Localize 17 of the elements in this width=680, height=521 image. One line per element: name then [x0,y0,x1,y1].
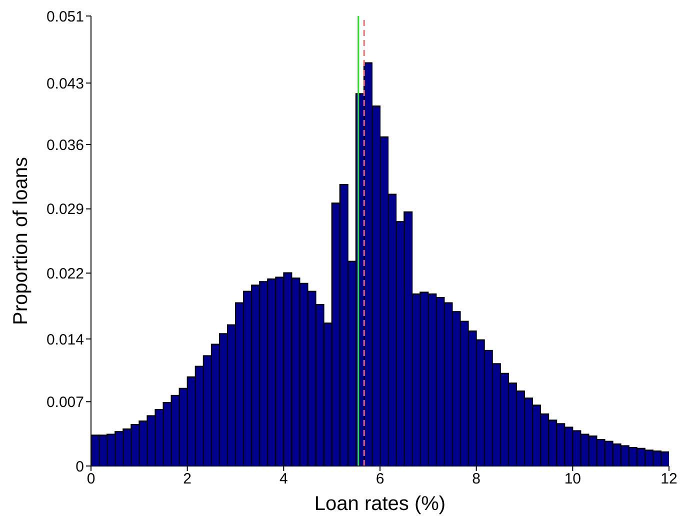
y-tick-label: 0.043 [46,75,84,92]
x-tick-label: 10 [564,470,582,488]
y-tick-label: 0.007 [46,394,84,411]
x-tick-label: 2 [183,470,192,488]
y-tick-label: 0.014 [46,331,84,348]
y-tick-label: 0.051 [46,8,84,26]
x-tick-label: 12 [660,470,678,488]
x-tick-label: 4 [279,470,288,488]
y-tick-label: 0.029 [46,201,84,218]
x-tick-label: 0 [86,470,96,488]
y-tick-label: 0.022 [46,265,84,282]
y-axis-title: Proportion of loans [10,157,32,325]
x-tick-label: 6 [376,470,384,488]
x-axis-title: Loan rates (%) [314,493,446,515]
x-tick-label: 8 [472,470,481,488]
y-tick-label: 0.036 [46,136,84,154]
y-tick-label: 0 [76,458,84,476]
